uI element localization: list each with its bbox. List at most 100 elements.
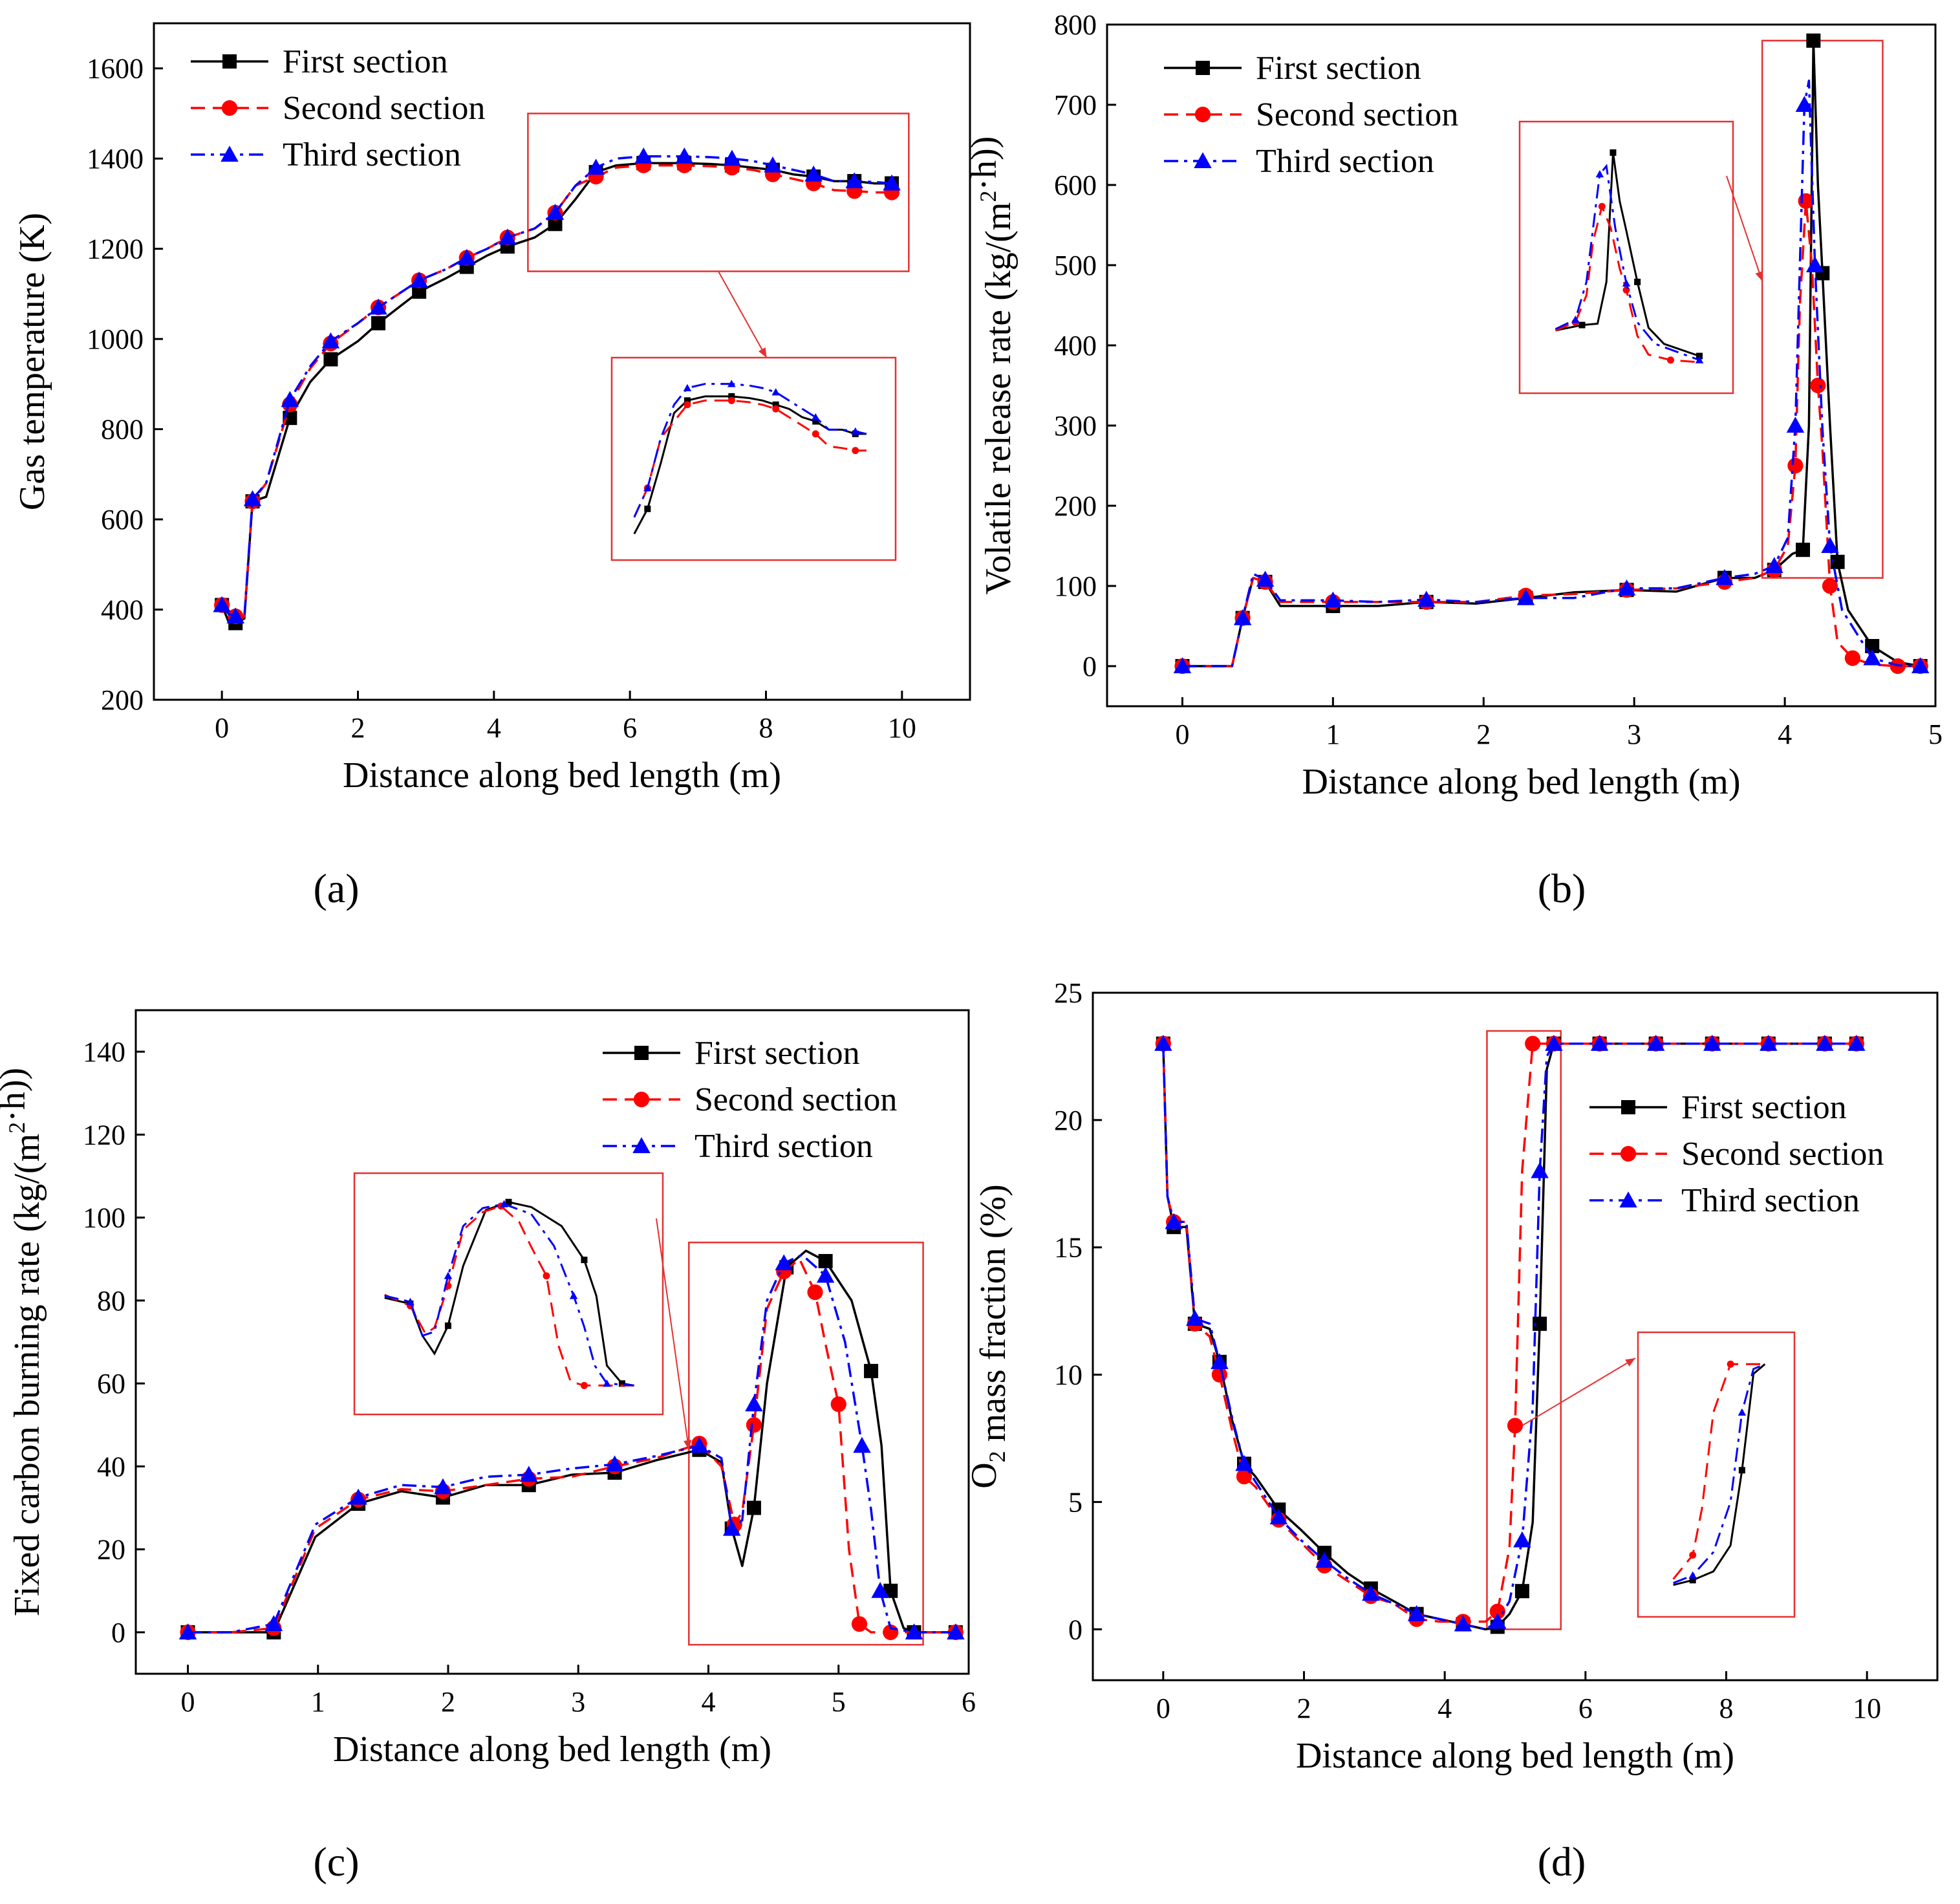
data-point [605, 1455, 624, 1472]
data-point [830, 1396, 846, 1412]
y-tick-label: 5 [1068, 1486, 1082, 1518]
data-point [1847, 1034, 1866, 1051]
data-point [746, 1500, 761, 1515]
inset-data-point [580, 1381, 588, 1389]
x-axis-label: Distance along bed length (m) [1296, 1736, 1734, 1776]
y-tick-label: 60 [97, 1368, 125, 1400]
data-point [1787, 457, 1804, 474]
y-tick-label: 300 [1054, 410, 1097, 442]
inset-data-point [581, 1257, 588, 1264]
inset-data-point [1595, 170, 1604, 178]
data-point [722, 1519, 741, 1536]
data-point [675, 147, 694, 164]
zoom-inset [1637, 1331, 1796, 1618]
legend: First section Second section Third section [191, 43, 485, 173]
y-axis-label-part: Volatile release rate (kg/(m [978, 202, 1018, 595]
data-point [1798, 193, 1814, 209]
inset-data-point [505, 1198, 512, 1206]
inset-data-point [500, 1200, 508, 1207]
legend-marker [1194, 106, 1211, 123]
data-point [1617, 579, 1636, 596]
series-line [1182, 80, 1921, 667]
inset-data-point [1622, 279, 1631, 287]
legend-marker [1621, 1100, 1635, 1114]
data-point [369, 298, 387, 315]
inset-data-point [684, 397, 691, 404]
x-tick-label: 3 [571, 1686, 585, 1718]
zoom-highlight-box [1761, 39, 1884, 579]
y-tick-label: 1400 [87, 143, 144, 175]
data-point [520, 1466, 538, 1482]
y-tick-label: 500 [1054, 250, 1097, 281]
data-point [1211, 1353, 1229, 1369]
y-axis-label-part: 2 [975, 191, 1001, 202]
data-point [947, 1623, 965, 1639]
x-tick-label: 1 [311, 1686, 325, 1718]
y-tick-label: 0 [1082, 651, 1097, 682]
data-point [1186, 1310, 1204, 1326]
data-point [775, 1254, 793, 1271]
data-point [804, 165, 823, 182]
y-tick-label: 1200 [87, 233, 144, 265]
zoom-arrow-head [1755, 270, 1763, 281]
data-point [1806, 33, 1821, 48]
data-point [1765, 557, 1783, 573]
x-axis-label: Distance along bed length (m) [343, 755, 781, 795]
inset-data-point [1738, 1467, 1745, 1474]
data-point [1516, 589, 1535, 605]
inset-data-point [852, 447, 859, 455]
panel-label: (c) [313, 1839, 359, 1885]
legend-label: Third section [695, 1128, 873, 1165]
series-third-section [1173, 80, 1930, 673]
x-tick-label: 5 [832, 1686, 846, 1718]
data-point [1810, 377, 1826, 394]
legend-label: Third section [1681, 1182, 1860, 1219]
series-third-section [178, 1253, 965, 1639]
x-tick-label: 2 [351, 712, 365, 744]
data-point [1489, 1612, 1507, 1629]
x-tick-label: 2 [1476, 719, 1491, 750]
legend-label: Second section [1681, 1136, 1884, 1173]
data-point [1760, 1034, 1778, 1051]
y-tick-label: 120 [83, 1119, 125, 1151]
data-point [1407, 1605, 1426, 1621]
inset-data-point [728, 393, 735, 400]
data-point [213, 596, 231, 612]
legend-marker [221, 100, 238, 116]
x-tick-label: 4 [1778, 719, 1792, 750]
data-point [323, 352, 338, 367]
legend: First section Second section Third section [1164, 50, 1458, 180]
data-point [746, 1417, 762, 1433]
inset-data-point [1688, 1571, 1697, 1579]
chart-panel-a: 0 2 4 6 8 10 200 400 600 800 1000 1200 1400 1600 Dista… [12, 22, 971, 911]
inset-data-point [727, 380, 736, 387]
series-third-section [213, 147, 901, 623]
inset-data-point [643, 484, 652, 492]
x-tick-label: 8 [1719, 1693, 1734, 1724]
data-point [816, 1266, 835, 1283]
data-point [546, 204, 565, 220]
inset-series-line [1555, 203, 1700, 363]
y-axis-label-part: 2 [4, 1122, 30, 1134]
x-tick-label: 0 [1156, 1693, 1170, 1724]
zoom-inset-box [1637, 1331, 1796, 1618]
y-axis-label: Gas temperature (K) [12, 213, 52, 510]
inset-data-point [1738, 1408, 1747, 1416]
data-point [410, 271, 428, 288]
inset-data-point [1689, 1551, 1697, 1559]
inset-data-point [1622, 286, 1630, 294]
zoom-arrow [718, 271, 768, 358]
data-point [1821, 537, 1839, 553]
y-tick-label: 0 [1068, 1614, 1082, 1645]
data-point [745, 1395, 763, 1412]
inset-data-point [1578, 321, 1586, 329]
data-point [864, 1363, 879, 1378]
x-tick-label: 8 [759, 712, 773, 744]
data-point [321, 332, 340, 349]
legend-marker [1619, 1191, 1637, 1207]
y-tick-label: 600 [1054, 169, 1097, 201]
zoom-arrow [1522, 1358, 1636, 1427]
y-axis-label-part: ·h)) [0, 1068, 33, 1122]
